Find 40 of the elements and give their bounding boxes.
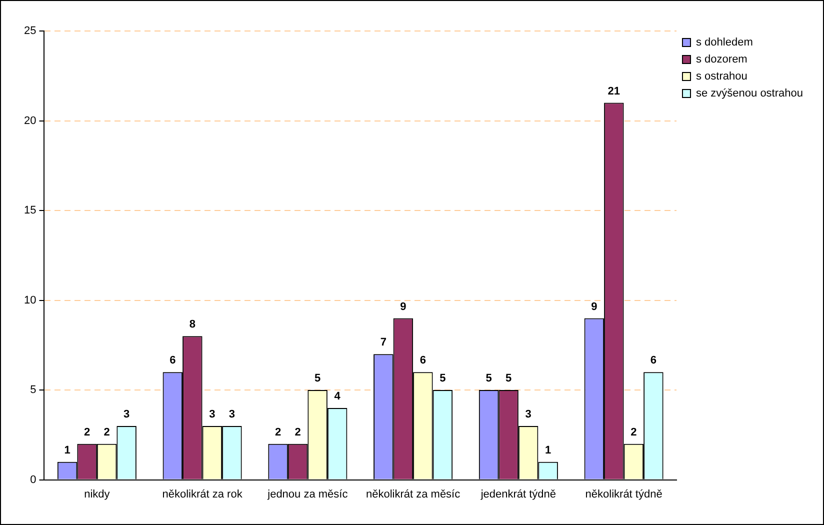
- y-tick-label: 15: [24, 204, 36, 217]
- data-label: 5: [486, 372, 492, 385]
- legend-label: s dozorem: [696, 54, 748, 66]
- data-label: 6: [650, 354, 657, 367]
- data-label: 3: [228, 408, 235, 420]
- x-tick-label: jednou za měsíc: [266, 488, 348, 500]
- x-tick-label: jedenkrát týdně: [480, 488, 556, 500]
- legend-label: s ostrahou: [696, 70, 748, 83]
- data-label: 2: [274, 426, 282, 438]
- y-tick-label: 5: [30, 384, 36, 396]
- data-label: 5: [505, 372, 512, 385]
- x-tick-label: několikrát za měsíc: [366, 488, 461, 500]
- legend-label: se zvýšenou ostrahou: [696, 88, 804, 100]
- data-label: 1: [64, 444, 70, 456]
- data-label: 5: [440, 372, 446, 385]
- data-label: 8: [189, 318, 196, 331]
- data-label: 5: [314, 372, 321, 385]
- data-label: 6: [170, 354, 176, 367]
- x-tick-label: nikdy: [84, 488, 110, 500]
- data-label: 9: [400, 300, 406, 313]
- y-tick-label: 0: [30, 474, 36, 486]
- data-label: 1: [545, 444, 552, 456]
- data-label: 21: [608, 85, 620, 98]
- y-tick-label: 20: [24, 114, 36, 127]
- data-label: 7: [380, 336, 386, 349]
- data-label: 3: [209, 408, 216, 420]
- data-label: 2: [630, 426, 637, 438]
- y-tick-label: 10: [24, 294, 36, 306]
- data-label: 2: [84, 426, 90, 438]
- data-label: 2: [294, 426, 301, 438]
- data-label: 6: [420, 354, 426, 367]
- y-tick-label: 25: [24, 25, 36, 38]
- data-label: 9: [591, 300, 598, 313]
- data-label: 2: [104, 426, 110, 438]
- data-label: 3: [525, 408, 532, 420]
- x-tick-label: několikrát týdně: [585, 488, 662, 500]
- data-label: 3: [124, 408, 130, 420]
- x-tick-label: několikrát za rok: [162, 488, 243, 500]
- legend-label: s dohledem: [696, 36, 753, 49]
- data-label: 4: [334, 390, 342, 403]
